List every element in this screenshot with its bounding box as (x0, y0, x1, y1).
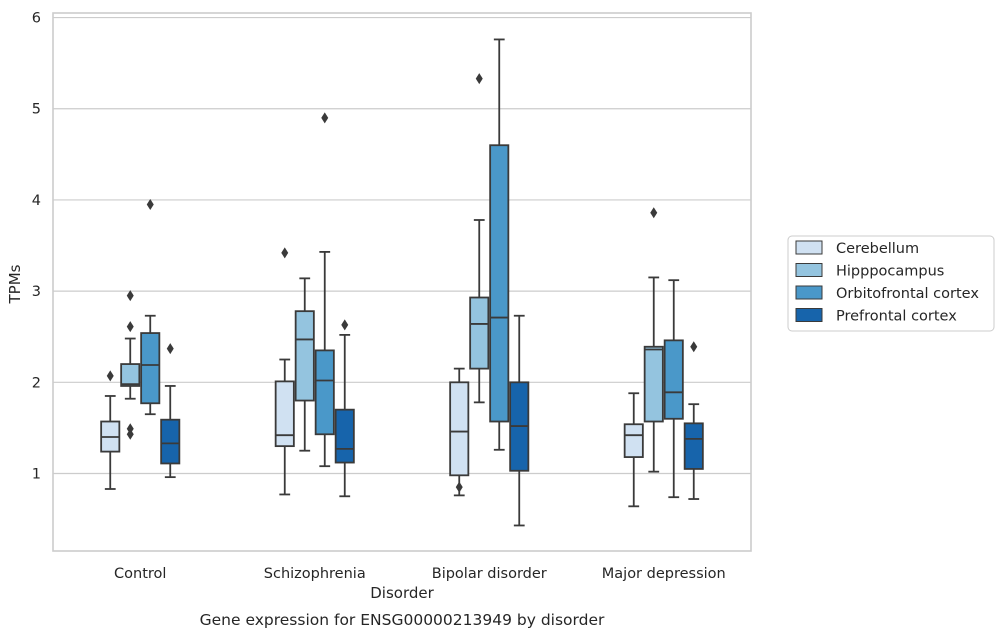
x-axis-label: Disorder (370, 584, 434, 602)
iqr-box (663, 339, 684, 420)
y-tick-label: 4 (32, 193, 41, 209)
x-tick-label: Bipolar disorder (432, 566, 547, 582)
iqr-box (160, 418, 181, 465)
iqr-box (449, 381, 470, 477)
outlier-point (126, 321, 134, 333)
plot-frame (52, 12, 752, 552)
box-orbitofrontal-cortex (140, 198, 161, 416)
box-cerebellum (100, 370, 121, 490)
box-hipppocampus (469, 73, 490, 404)
outlier-point (106, 370, 114, 382)
outlier-point (321, 112, 329, 124)
outlier-point (341, 319, 349, 331)
iqr-box (469, 296, 490, 370)
outlier-point (126, 423, 134, 435)
iqr-box (683, 422, 704, 470)
legend-label: Hipppocampus (836, 264, 944, 280)
y-tick-label: 1 (32, 466, 41, 482)
legend-swatch (795, 263, 823, 277)
legend: Cerebellum Hipppocampus Orbitofrontal cort… (787, 235, 995, 332)
y-gridlines (53, 16, 751, 475)
x-tick-label: Schizophrenia (264, 566, 366, 582)
box-prefrontal-cortex (683, 341, 704, 500)
box-hipppocampus (120, 290, 141, 440)
y-tick-label: 3 (32, 284, 41, 300)
legend-label: Cerebellum (836, 241, 919, 257)
iqr-box (140, 332, 161, 405)
y-axis-label: TPMs (6, 264, 24, 304)
outlier-point (690, 341, 698, 353)
outlier-point (475, 73, 483, 85)
box-hipppocampus (294, 277, 315, 452)
box-cerebellum (274, 247, 295, 496)
legend-label: Orbitofrontal cortex (836, 286, 979, 302)
box-orbitofrontal-cortex (314, 112, 335, 468)
x-tick-labels: Control Schizophrenia Bipolar disorder Majo… (114, 566, 726, 582)
figure-caption: Gene expression for ENSG00000213949 by d… (200, 611, 605, 629)
legend-swatch (795, 285, 823, 300)
outlier-point (166, 343, 174, 355)
box-groups (100, 38, 704, 527)
iqr-box (294, 310, 315, 402)
y-tick-label: 5 (32, 102, 41, 118)
iqr-box (334, 408, 355, 464)
iqr-box (489, 144, 510, 423)
box-prefrontal-cortex (160, 343, 181, 479)
legend-swatch (795, 240, 823, 255)
iqr-box (274, 380, 295, 448)
outlier-point (126, 290, 134, 302)
y-tick-label: 2 (32, 375, 41, 391)
iqr-box (643, 345, 664, 423)
outlier-point (650, 207, 658, 219)
box-hipppocampus (643, 207, 664, 473)
box-prefrontal-cortex (334, 319, 355, 498)
box-cerebellum (623, 392, 644, 508)
outlier-point (146, 198, 154, 210)
box-prefrontal-cortex (509, 314, 530, 527)
outlier-point (281, 247, 289, 259)
y-tick-label: 6 (32, 11, 41, 27)
x-tick-label: Major depression (602, 566, 726, 582)
iqr-box (314, 349, 335, 436)
iqr-box (623, 423, 644, 458)
outlier-point (455, 481, 463, 493)
box-orbitofrontal-cortex (489, 38, 510, 451)
legend-label: Prefrontal cortex (836, 309, 957, 325)
legend-frame (787, 235, 995, 332)
box-cerebellum (449, 367, 470, 497)
y-tick-labels: 1 2 3 4 5 6 (32, 11, 41, 483)
box-orbitofrontal-cortex (663, 279, 684, 499)
x-tick-label: Control (114, 566, 166, 582)
iqr-box (120, 363, 141, 387)
legend-swatch (795, 308, 823, 322)
